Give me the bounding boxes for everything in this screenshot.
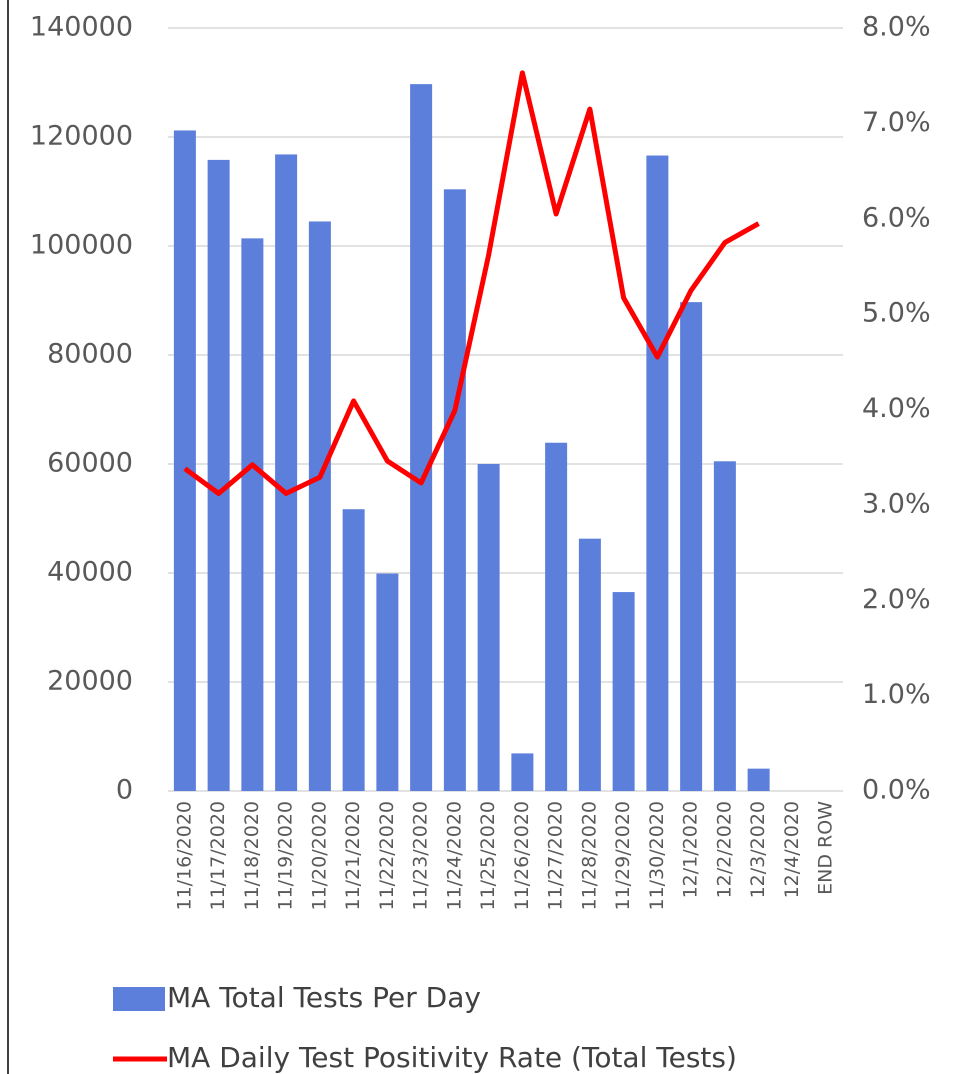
y-tick-label: 0 <box>116 775 133 806</box>
x-tick-label: 11/21/2020 <box>342 801 364 911</box>
x-tick-label: 11/29/2020 <box>612 801 634 911</box>
x-tick-label: 12/2/2020 <box>713 801 735 898</box>
y2-tick-label: 3.0% <box>862 488 931 519</box>
bar <box>207 159 230 791</box>
y-tick-label: 100000 <box>30 230 133 261</box>
y2-tick-label: 0.0% <box>862 775 931 806</box>
x-tick-label: 12/3/2020 <box>747 801 769 898</box>
y2-tick-label: 1.0% <box>862 679 931 710</box>
y-tick-label: 80000 <box>47 339 133 370</box>
bar <box>342 509 365 791</box>
x-tick-label: 11/24/2020 <box>443 801 465 911</box>
bar <box>612 592 635 791</box>
y2-tick-label: 6.0% <box>862 202 931 233</box>
y2-tick-label: 5.0% <box>862 298 931 329</box>
x-tick-label: 11/16/2020 <box>173 801 195 911</box>
y-tick-label: 40000 <box>47 557 133 588</box>
y2-tick-label: 2.0% <box>862 584 931 615</box>
x-tick-label: 11/22/2020 <box>376 801 398 911</box>
legend-swatch <box>113 987 165 1011</box>
y-tick-label: 60000 <box>47 448 133 479</box>
x-tick-label: 11/18/2020 <box>241 801 263 911</box>
x-tick-label: 11/27/2020 <box>545 801 567 911</box>
y-tick-label: 20000 <box>47 666 133 697</box>
x-tick-label: 11/25/2020 <box>477 801 499 911</box>
bar <box>713 461 736 791</box>
bar <box>578 538 601 791</box>
bar <box>477 464 500 791</box>
x-tick-label: 12/4/2020 <box>781 801 803 898</box>
bar <box>747 768 770 791</box>
bar <box>511 753 534 791</box>
bar <box>308 221 331 792</box>
x-tick-label: 11/26/2020 <box>511 801 533 911</box>
x-tick-label: 11/28/2020 <box>578 801 600 911</box>
bar <box>646 155 669 791</box>
x-tick-label: 11/23/2020 <box>410 801 432 911</box>
bar <box>275 154 298 791</box>
bar <box>376 573 399 791</box>
x-tick-label: 12/1/2020 <box>680 801 702 898</box>
legend-label: MA Total Tests Per Day <box>167 981 481 1014</box>
y2-tick-label: 8.0% <box>862 12 931 43</box>
x-tick-label: END ROW <box>815 801 837 895</box>
bar <box>410 84 433 791</box>
x-tick-label: 11/30/2020 <box>646 801 668 911</box>
bar <box>443 189 466 791</box>
bar <box>241 238 264 791</box>
y-tick-label: 140000 <box>30 12 133 43</box>
legend-label: MA Daily Test Positivity Rate (Total Tes… <box>167 1041 737 1074</box>
x-tick-label: 11/19/2020 <box>275 801 297 911</box>
x-tick-label: 11/20/2020 <box>308 801 330 911</box>
x-tick-label: 11/17/2020 <box>207 801 229 911</box>
y2-tick-label: 7.0% <box>862 107 931 138</box>
line <box>183 70 760 496</box>
y-tick-label: 120000 <box>30 121 133 152</box>
y2-tick-label: 4.0% <box>862 393 931 424</box>
bar <box>680 302 703 791</box>
bar <box>173 130 196 791</box>
bar <box>545 442 568 791</box>
